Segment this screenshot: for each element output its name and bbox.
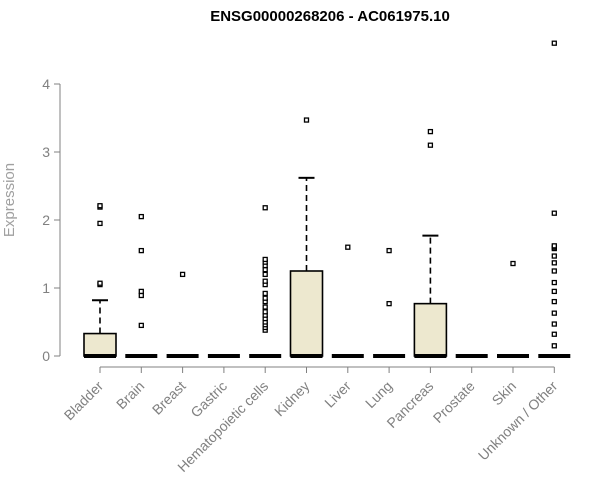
- box-group: [249, 205, 282, 358]
- x-tick-label: Liver: [321, 378, 354, 411]
- outlier-point: [179, 271, 186, 278]
- outlier-point: [551, 331, 557, 337]
- outlier-point: [138, 213, 144, 220]
- x-tick-label: Prostate: [430, 378, 478, 426]
- x-tick-label: Kidney: [271, 378, 313, 420]
- outlier-point: [551, 253, 557, 259]
- outlier-point: [345, 244, 351, 250]
- outlier-point: [262, 205, 268, 211]
- outlier-point: [551, 321, 557, 327]
- outlier-point: [303, 117, 310, 123]
- x-tick-label: Bladder: [61, 378, 107, 424]
- box-group: [289, 117, 324, 358]
- outlier-point: [262, 278, 268, 284]
- outlier-point: [262, 271, 268, 278]
- box-group: [413, 128, 448, 358]
- outlier-point: [427, 142, 434, 148]
- outlier-point: [97, 280, 103, 286]
- outlier-point: [551, 243, 557, 249]
- box-group: [497, 260, 529, 358]
- box-group: [166, 271, 199, 358]
- outlier-point: [551, 310, 557, 316]
- outlier-point: [386, 247, 392, 254]
- y-tick-label: 1: [42, 280, 50, 296]
- box: [83, 332, 117, 357]
- outlier-point: [262, 256, 268, 263]
- outlier-point: [551, 268, 557, 274]
- outlier-point: [97, 220, 103, 227]
- chart-title: ENSG00000268206 - AC061975.10: [210, 8, 450, 25]
- y-axis-label: Expression: [1, 163, 18, 237]
- box-group: [373, 247, 406, 358]
- outlier-point: [262, 304, 268, 310]
- outlier-point: [138, 288, 144, 295]
- outlier-point: [138, 247, 144, 254]
- outlier-point: [262, 290, 268, 297]
- y-axis: 0 1 2 3 4: [42, 76, 61, 364]
- outlier-point: [386, 300, 392, 307]
- outlier-point: [427, 128, 434, 135]
- box: [289, 270, 324, 357]
- box: [413, 302, 448, 357]
- x-tick-label: Breast: [149, 378, 189, 418]
- outlier-point: [551, 260, 557, 266]
- outlier-point: [551, 40, 557, 46]
- x-tick-label: Skin: [489, 378, 520, 409]
- outlier-point: [138, 322, 144, 329]
- outlier-point: [262, 309, 268, 315]
- outlier-point: [262, 295, 268, 301]
- box-group: [331, 244, 364, 358]
- outlier-point: [510, 260, 516, 267]
- outlier-point: [551, 343, 557, 349]
- x-tick-label: Brain: [113, 378, 147, 412]
- y-tick-label: 0: [42, 348, 50, 364]
- box-group: [538, 40, 571, 358]
- outlier-point: [138, 292, 144, 299]
- boxes: [83, 40, 571, 358]
- outlier-point: [551, 298, 557, 305]
- x-tick-label: Lung: [362, 378, 395, 411]
- y-tick-label: 4: [42, 76, 50, 92]
- y-tick-label: 2: [42, 212, 50, 228]
- outlier-point: [97, 203, 103, 209]
- outlier-point: [551, 210, 557, 216]
- box-group: [83, 203, 117, 358]
- outlier-point: [551, 288, 557, 295]
- y-tick-label: 3: [42, 144, 50, 160]
- outlier-point: [262, 266, 268, 273]
- outlier-point: [551, 279, 557, 286]
- box-group: [125, 213, 158, 358]
